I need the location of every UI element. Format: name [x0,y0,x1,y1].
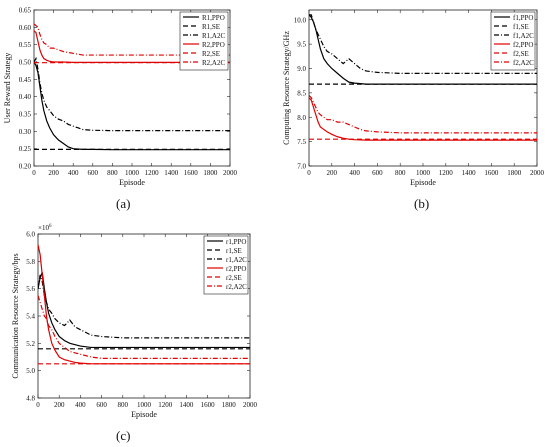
y-tick-label: 0.20 [19,163,32,171]
x-tick-label: 1400 [462,169,477,177]
series-line-r2-ppo [34,30,230,63]
series-line-r1-ppo [34,61,230,151]
series-line-r1-a2c [34,56,230,132]
y-tick-label: 0.35 [19,111,32,119]
y-tick-label: 7.5 [297,138,306,146]
x-tick-label: 1200 [158,401,173,409]
y-tick-label: 6.0 [26,231,35,239]
x-tick-label: 400 [68,169,79,177]
legend-entry: f2,A2C [513,59,534,67]
x-tick-label: 1000 [137,401,152,409]
y-axis-label: Computing Resource Strategy/GHz [282,31,291,145]
x-tick-label: 1400 [179,401,194,409]
legend-entry: r2,SE [226,274,242,282]
x-tick-label: 800 [395,169,406,177]
legend-entry: R2,PPO [202,41,225,49]
x-tick-label: 1000 [125,169,140,177]
legend-entry: R1,PPO [202,14,225,22]
x-tick-label: 1800 [203,169,218,177]
y-tick-label: 5.2 [26,340,35,348]
y-tick-label: 0.65 [19,7,32,15]
y-tick-label: 0.60 [19,24,32,32]
legend-entry: f1,A2C [513,32,534,40]
x-tick-label: 200 [48,169,59,177]
x-tick-label: 1200 [145,169,160,177]
x-tick-label: 2000 [243,401,258,409]
y-tick-label: 9.5 [297,41,306,49]
x-tick-label: 0 [307,169,311,177]
chart-c: 0 200 400 600 800 1000 1200 1400 1600 1800 2000 4.8… [11,224,258,419]
legend-entry: R2,SE [202,50,220,58]
legend-entry: r1,SE [226,247,242,255]
x-tick-label: 600 [88,169,99,177]
y-tick-label: 0.25 [19,145,32,153]
x-tick-label: 1600 [201,401,216,409]
legend-entry: r2,PPO [226,265,246,273]
x-tick-label: 200 [327,169,338,177]
panel-label-c: (c) [116,428,131,443]
x-tick-label: 1800 [222,401,237,409]
legend-entry: f2,PPO [513,41,533,49]
series-line-r2-a2c [34,23,230,56]
x-tick-label: 0 [36,401,40,409]
legend-entry: R2,A2C [202,59,225,67]
legend-box [203,235,249,295]
x-tick-label: 1400 [164,169,179,177]
x-tick-label: 1000 [416,169,431,177]
legend-entry: r2,A2C [226,283,247,291]
y-axis-label: Communication Resource Strategy/bps [11,253,20,378]
y-tick-label: 5.8 [26,258,35,266]
x-tick-label: 800 [118,401,129,409]
y-tick-label: 5.0 [26,367,35,375]
x-tick-label: 600 [96,401,107,409]
chart-a: 0 200 400 600 800 1000 1200 1400 1600 1800 2000 0.2… [3,7,238,188]
y-tick-label: 8.0 [297,114,306,122]
y-axis-label: User Reward Strategy [3,53,12,124]
y-tick-label: 9.0 [297,65,306,73]
y-tick-label: 5.4 [26,313,35,321]
legend-entry: r1,PPO [226,238,246,246]
x-axis-label: Episode [131,410,157,419]
legend-entry: R1,A2C [202,32,225,40]
y-tick-label: 0.40 [19,93,32,101]
y-tick-label: 0.50 [19,59,32,67]
x-tick-label: 1200 [439,169,454,177]
x-tick-label: 0 [32,169,36,177]
x-tick-label: 1600 [484,169,499,177]
x-axis-label: Episode [410,178,436,187]
x-tick-label: 2000 [530,169,545,177]
legend-entry: f1,PPO [513,14,533,22]
y-tick-label: 8.5 [297,89,306,97]
series-line-f2-a2c [309,94,537,134]
y-tick-label: 0.55 [19,41,32,49]
y-tick-label: 0.45 [19,76,32,84]
x-tick-label: 600 [372,169,383,177]
y-tick-label: 10.0 [294,16,307,24]
legend-entry: r1,A2C [226,256,247,264]
y-tick-label: 7.0 [297,163,306,171]
y-multiplier: ×106 [38,224,52,232]
legend-entry: f1,SE [513,23,529,31]
x-tick-label: 1800 [507,169,522,177]
y-tick-label: 4.8 [26,395,35,403]
series-line-r2-a2c [38,295,250,359]
x-tick-label: 400 [75,401,86,409]
chart-b: 0 200 400 600 800 1000 1200 1400 1600 1800 2000 7.0… [282,9,545,187]
x-tick-label: 400 [349,169,360,177]
panel-label-b: (b) [414,196,430,211]
legend-box [490,11,536,71]
x-axis-label: Episode [119,178,145,187]
series-line-f2-ppo [309,97,537,141]
y-tick-label: 0.30 [19,128,32,136]
series-line-f1-a2c [309,14,537,74]
x-tick-label: 1600 [184,169,199,177]
legend-box [179,11,229,71]
x-tick-label: 800 [107,169,118,177]
y-tick-label: 5.6 [26,285,35,293]
x-tick-label: 2000 [223,169,238,177]
legend-entry: R1,SE [202,23,220,31]
panel-label-a: (a) [116,196,131,211]
x-tick-label: 200 [54,401,65,409]
legend-entry: f2,SE [513,50,529,58]
